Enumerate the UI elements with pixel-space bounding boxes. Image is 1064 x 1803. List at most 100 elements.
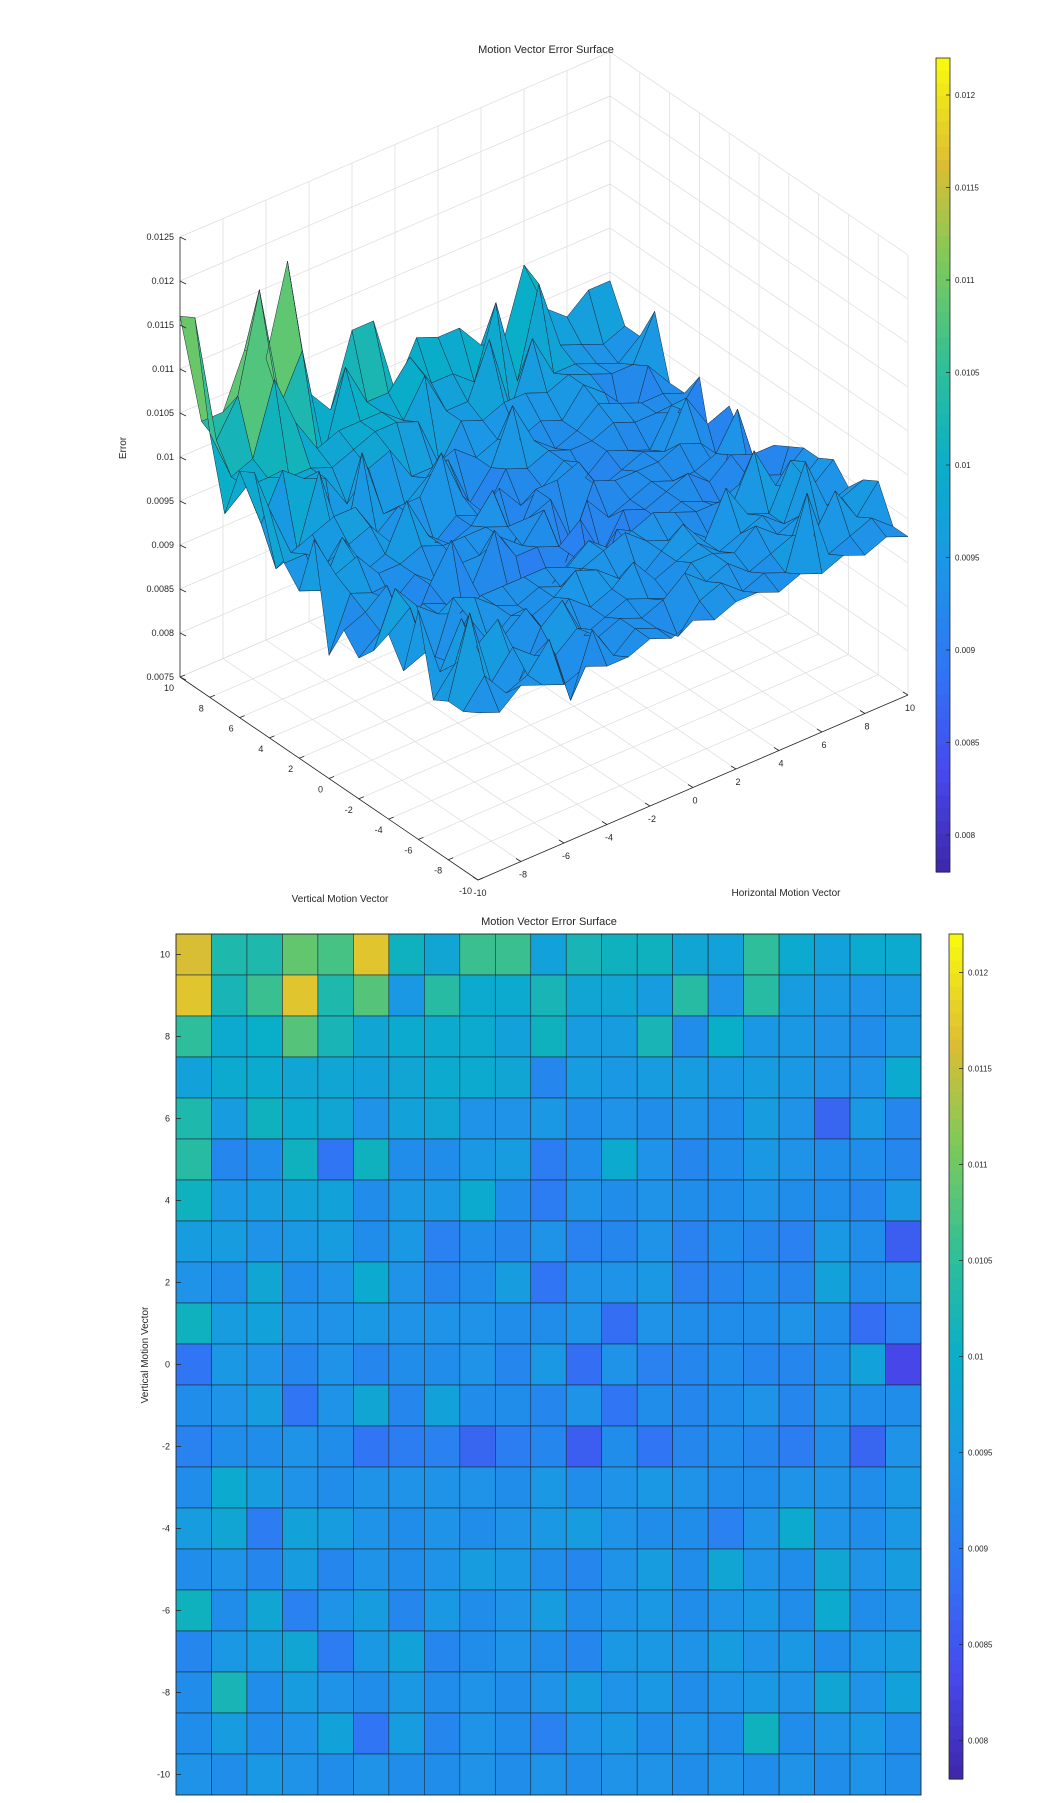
heatmap-cell — [388, 1712, 425, 1755]
heatmap-cell — [601, 1220, 638, 1263]
heatmap-cell — [459, 933, 496, 976]
heatmap-cell — [814, 1671, 851, 1714]
heatmap-cell — [353, 1671, 390, 1714]
heatmap-cell — [743, 1753, 780, 1796]
heatmap-colorbar-band — [949, 1184, 963, 1199]
heatmap-cell — [317, 1179, 354, 1222]
heatmap-cell — [885, 1466, 922, 1509]
heatmap-plot: Motion Vector Error Surface -10 -8 -6 -4 -2 0… — [0, 905, 1064, 1798]
heatmap-cell — [814, 1507, 851, 1550]
surface-x-tick — [558, 839, 565, 844]
heatmap-cell — [672, 1507, 709, 1550]
surface-colorbar-band — [936, 286, 950, 301]
heatmap-cell — [849, 1179, 886, 1222]
heatmap-cell — [565, 1466, 603, 1509]
heatmap-colorbar-band — [949, 1171, 963, 1186]
surface-z-tick — [179, 588, 187, 593]
heatmap-cell — [175, 1753, 212, 1796]
surface-floor-gridline — [418, 654, 849, 840]
heatmap-cell — [317, 1712, 354, 1755]
heatmap-cell — [778, 1015, 815, 1058]
surface-colorbar-band — [936, 655, 950, 670]
surface-colorbar-band — [936, 693, 950, 708]
heatmap-cell — [672, 1466, 709, 1509]
surface-colorbar-band — [936, 363, 950, 377]
heatmap-cell — [530, 1261, 567, 1304]
heatmap-y-tick-label: 8 — [165, 1032, 170, 1042]
surface-colorbar-band — [936, 375, 950, 390]
heatmap-cell — [353, 1630, 390, 1673]
heatmap-cell — [317, 1343, 354, 1386]
heatmap-cell — [743, 1466, 780, 1509]
heatmap-cell — [707, 1712, 744, 1755]
heatmap-cell — [885, 1015, 922, 1058]
heatmap-cell — [707, 1261, 744, 1304]
heatmap-cell — [175, 1671, 212, 1714]
heatmap-cell — [814, 1097, 851, 1140]
surface-colorbar-band — [936, 172, 950, 186]
heatmap-colorbar-band — [949, 1660, 963, 1674]
heatmap-cell — [814, 1466, 851, 1509]
surface-colorbar-band — [936, 643, 950, 657]
surface-zlabel: Error — [118, 436, 129, 459]
heatmap-cell — [424, 1343, 461, 1386]
heatmap-cell — [636, 1343, 673, 1386]
surface-x-tick-label: -10 — [473, 888, 486, 898]
heatmap-cell — [388, 1179, 425, 1222]
heatmap-cell — [707, 1015, 744, 1058]
heatmap-cell — [672, 1179, 709, 1222]
heatmap-colorbar-band — [949, 1726, 963, 1740]
heatmap-cell — [778, 1507, 815, 1550]
heatmap-cell — [317, 1220, 354, 1263]
heatmap-cell — [565, 933, 603, 976]
surface-colorbar-band — [936, 134, 950, 148]
surface-x-tick — [859, 710, 866, 714]
surface-z-tick-label: 0.009 — [151, 540, 174, 550]
surface-x-tick-label: 0 — [692, 796, 697, 806]
heatmap-cell — [672, 1671, 709, 1714]
heatmap-cell — [459, 1753, 496, 1796]
surface-y-tick-label: 4 — [258, 744, 263, 754]
heatmap-colorbar-band — [949, 1435, 963, 1450]
heatmap-colorbar-band — [949, 1211, 963, 1226]
heatmap-colorbar-tick-label: 0.011 — [968, 1160, 988, 1169]
heatmap-cell — [707, 1343, 744, 1386]
heatmap-colorbar-tick-label: 0.0085 — [968, 1641, 993, 1650]
heatmap-cell — [494, 1589, 532, 1632]
surface-floor-gridline — [448, 674, 879, 861]
surface-y-tick — [328, 776, 335, 779]
heatmap-cell — [672, 1425, 709, 1468]
heatmap-cell — [494, 1343, 532, 1386]
heatmap-cell — [743, 1548, 780, 1591]
surface-xlabel: Horizontal Motion Vector — [732, 888, 842, 899]
surface-colorbar-band — [936, 592, 950, 606]
surface-x-tick — [644, 802, 651, 807]
surface-colorbar-band — [936, 401, 950, 415]
heatmap-cell — [885, 1138, 922, 1181]
heatmap-cell — [494, 1630, 532, 1673]
heatmap-cell — [601, 1630, 638, 1673]
heatmap-cell — [317, 1425, 354, 1468]
surface-colorbar-band — [936, 782, 950, 797]
heatmap-cell — [636, 1015, 673, 1058]
surface-colorbar-band — [936, 452, 950, 466]
surface-colorbar: 0.008 0.0085 0.009 0.0095 0.01 0.0105 0.011 0.0… — [935, 57, 980, 873]
heatmap-cell — [494, 1220, 532, 1263]
surface-y-tick — [477, 877, 484, 881]
heatmap-cell — [175, 1015, 212, 1058]
heatmap-cell — [778, 1261, 815, 1304]
heatmap-cell — [246, 1466, 283, 1509]
heatmap-cell — [814, 1138, 851, 1181]
surface-y-tick-label: 0 — [318, 785, 323, 795]
heatmap-cell — [459, 1384, 496, 1427]
heatmap-cell — [778, 1343, 815, 1386]
heatmap-cell — [211, 1015, 248, 1058]
heatmap-cell — [672, 1097, 709, 1140]
heatmap-cell — [885, 1097, 922, 1140]
heatmap-y-tick-label: 6 — [165, 1114, 170, 1124]
heatmap-colorbar-band — [949, 1066, 963, 1080]
heatmap-cell — [211, 974, 248, 1017]
surface-colorbar-tick-label: 0.01 — [955, 461, 971, 470]
heatmap-cell — [672, 1548, 709, 1591]
heatmap-colorbar-band — [949, 1752, 963, 1767]
